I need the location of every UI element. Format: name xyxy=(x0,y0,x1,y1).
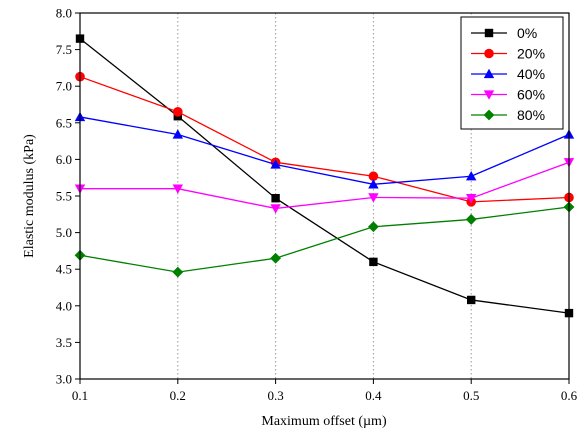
y-tick-label: 6.0 xyxy=(56,152,72,167)
data-point xyxy=(172,184,183,194)
x-tick-label: 0.3 xyxy=(267,388,283,403)
legend-box xyxy=(460,16,564,130)
y-tick-label: 4.0 xyxy=(56,298,72,313)
legend: 0% 20% 40% 60% 80% xyxy=(460,16,564,130)
x-axis-label: Maximum offset (µm) xyxy=(261,414,387,429)
data-point xyxy=(270,204,281,214)
legend-marker xyxy=(484,48,494,59)
data-point xyxy=(368,179,379,189)
legend-label: 60% xyxy=(517,87,545,103)
legend-label: 80% xyxy=(517,107,545,123)
x-tick-label: 0.6 xyxy=(561,388,578,403)
series-4 xyxy=(74,201,575,278)
data-point xyxy=(172,266,184,278)
data-point xyxy=(369,257,378,267)
y-tick-label: 3.0 xyxy=(56,372,72,387)
data-point xyxy=(271,193,280,203)
legend-marker xyxy=(484,28,494,38)
data-point xyxy=(465,214,477,225)
x-tick-label: 0.1 xyxy=(72,388,88,403)
y-tick-label: 7.5 xyxy=(56,42,72,57)
y-tick-label: 3.5 xyxy=(56,335,72,350)
data-point xyxy=(466,194,477,204)
legend-marker xyxy=(483,109,495,121)
data-point xyxy=(368,221,379,233)
series-line xyxy=(79,38,570,314)
axes: 0.1 0.2 0.3 0.4 0.5 0.6 3.0 3.5 4.0 4.5 5.0 5.5 6.0 6… xyxy=(56,6,578,404)
data-point xyxy=(270,252,281,264)
plot-frame xyxy=(79,12,570,380)
series-line xyxy=(79,206,570,273)
y-tick-label: 8.0 xyxy=(56,6,72,21)
series-group xyxy=(74,34,575,318)
data-point xyxy=(270,159,281,169)
data-point xyxy=(368,193,379,203)
legend-marker xyxy=(483,68,495,79)
y-tick-label: 4.5 xyxy=(56,262,72,277)
data-point xyxy=(173,107,183,117)
series-line xyxy=(80,161,570,210)
data-point xyxy=(466,171,477,181)
series-1 xyxy=(75,71,574,207)
y-tick-label: 5.5 xyxy=(56,189,72,204)
data-point xyxy=(368,171,379,182)
series-line xyxy=(79,76,570,203)
legend-label: 20% xyxy=(517,46,545,62)
y-tick-label: 7.0 xyxy=(56,79,72,94)
x-tick-label: 0.5 xyxy=(463,388,479,403)
legend-label: 40% xyxy=(517,66,545,82)
y-axis-label: Elastic modulus (kPa) xyxy=(22,134,37,258)
legend-label: 0% xyxy=(517,25,537,41)
data-point xyxy=(467,295,476,305)
x-tick-label: 0.4 xyxy=(365,388,382,403)
series-line xyxy=(79,116,570,185)
x-tick-label: 0.2 xyxy=(170,388,186,403)
y-tick-label: 6.5 xyxy=(56,115,72,130)
y-tick-label: 5.0 xyxy=(56,225,72,240)
legend-marker xyxy=(483,90,495,100)
data-point xyxy=(172,129,183,139)
